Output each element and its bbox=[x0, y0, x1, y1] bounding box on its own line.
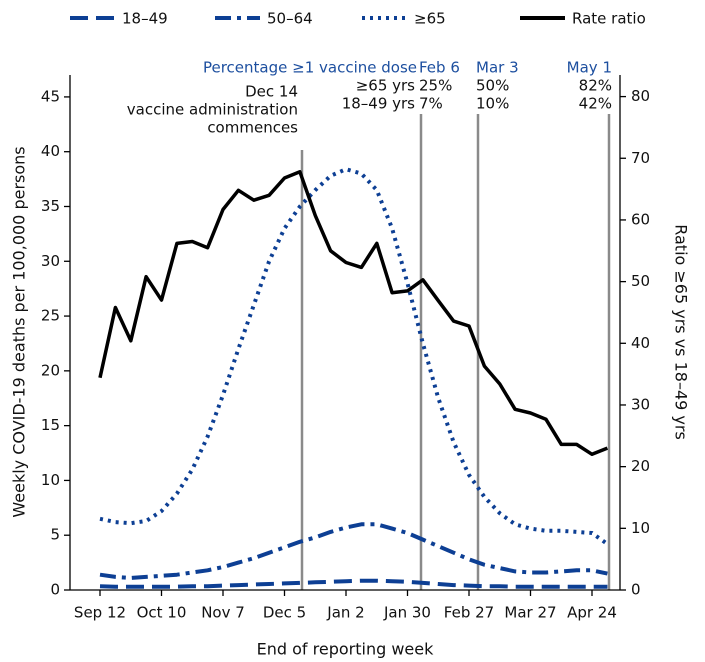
y2-tick-label: 70 bbox=[631, 149, 650, 167]
annotation: ≥65 yrs bbox=[356, 77, 415, 95]
annotation: vaccine administration bbox=[127, 101, 298, 119]
series-line bbox=[99, 578, 608, 589]
y-tick-label: 20 bbox=[41, 361, 60, 379]
y-tick-label: 0 bbox=[50, 581, 60, 599]
y-tick-label: 35 bbox=[41, 197, 60, 215]
y-tick-label: 30 bbox=[41, 252, 60, 270]
annotation: 10% bbox=[476, 95, 509, 113]
y2-axis-title: Ratio ≥65 yrs vs 18–49 yrs bbox=[672, 224, 691, 440]
annotation: Percentage ≥1 vaccine dose bbox=[203, 59, 417, 77]
x-tick-label: Mar 27 bbox=[504, 604, 556, 622]
x-axis-title: End of reporting week bbox=[257, 640, 434, 659]
annotation: commences bbox=[207, 119, 298, 137]
x-tick-label: Feb 27 bbox=[444, 604, 494, 622]
y2-tick-label: 50 bbox=[631, 272, 650, 290]
x-tick-label: Dec 5 bbox=[263, 604, 306, 622]
y2-tick-label: 10 bbox=[631, 519, 650, 537]
vaccine-lines bbox=[300, 114, 611, 590]
y-tick-label: 45 bbox=[41, 87, 60, 105]
y2-tick-label: 20 bbox=[631, 457, 650, 475]
x-tick-label: Jan 30 bbox=[383, 604, 431, 622]
y-tick-label: 25 bbox=[41, 307, 60, 325]
legend-label: 50–64 bbox=[267, 10, 313, 28]
legend-label: 18–49 bbox=[122, 10, 168, 28]
x-tick-label: Apr 24 bbox=[567, 604, 617, 622]
x-tick-label: Nov 7 bbox=[201, 604, 245, 622]
series-line bbox=[99, 167, 609, 546]
y-tick-label: 10 bbox=[41, 471, 60, 489]
y2-tick-label: 40 bbox=[631, 334, 650, 352]
y2-tick-label: 60 bbox=[631, 210, 650, 228]
y-tick-label: 15 bbox=[41, 416, 60, 434]
series-line bbox=[99, 522, 608, 580]
annotation: Feb 6 bbox=[419, 59, 460, 77]
y2-tick-label: 80 bbox=[631, 87, 650, 105]
y-axis-title: Weekly COVID-19 deaths per 100,000 perso… bbox=[10, 146, 29, 517]
annotation: May 1 bbox=[567, 59, 612, 77]
annotation: 25% bbox=[419, 77, 452, 95]
x-tick-label: Sep 12 bbox=[74, 604, 126, 622]
annotation: 82% bbox=[579, 77, 612, 95]
annotation: 50% bbox=[476, 77, 509, 95]
annotation: Mar 3 bbox=[476, 59, 519, 77]
x-tick-label: Jan 2 bbox=[326, 604, 364, 622]
annotation: 7% bbox=[419, 95, 443, 113]
series-line bbox=[98, 170, 609, 457]
y-tick-label: 5 bbox=[50, 526, 60, 544]
annotation: 42% bbox=[579, 95, 612, 113]
x-tick-label: Oct 10 bbox=[137, 604, 187, 622]
y-tick-label: 40 bbox=[41, 142, 60, 160]
legend-label: Rate ratio bbox=[572, 10, 646, 28]
legend-label: ≥65 bbox=[414, 10, 446, 28]
y2-tick-label: 30 bbox=[631, 395, 650, 413]
annotation: 18–49 yrs bbox=[342, 95, 415, 113]
y2-tick-label: 0 bbox=[631, 581, 641, 599]
annotation: Dec 14 bbox=[245, 83, 298, 101]
